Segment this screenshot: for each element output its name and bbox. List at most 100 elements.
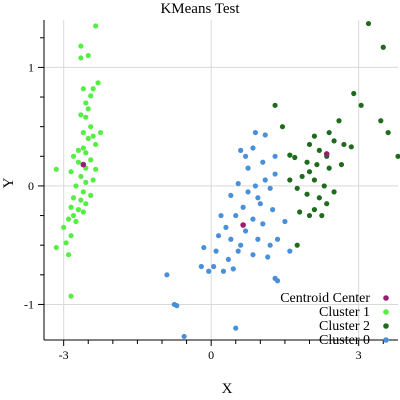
point-cluster-2 (279, 124, 286, 130)
x-tick-label: 0 (208, 348, 214, 362)
point-cluster-0 (255, 195, 261, 201)
point-cluster-1 (70, 212, 77, 219)
point-cluster-2 (378, 118, 384, 124)
point-cluster-1 (68, 293, 74, 299)
grid-lines (44, 20, 398, 340)
point-cluster-2 (311, 207, 318, 213)
point-cluster-1 (85, 135, 91, 142)
point-cluster-1 (88, 124, 94, 130)
point-cluster-0 (287, 248, 293, 254)
point-cluster-0 (242, 228, 249, 234)
point-cluster-1 (68, 233, 74, 239)
x-tick-label: 3 (356, 348, 362, 362)
point-cluster-2 (326, 129, 332, 136)
point-cluster-2 (324, 201, 330, 207)
chart-title: KMeans Test (160, 1, 240, 17)
point-cluster-0 (228, 236, 234, 242)
point-centroid-center (323, 151, 330, 157)
point-cluster-2 (287, 177, 293, 183)
point-cluster-1 (65, 252, 72, 258)
point-cluster-0 (223, 224, 229, 231)
legend-item-cluster-0: Cluster 0 (319, 333, 389, 348)
ticks: -3 0 3 -1 0 1 (24, 37, 384, 362)
point-cluster-0 (235, 248, 241, 254)
point-cluster-2 (326, 165, 332, 171)
point-cluster-2 (306, 169, 313, 175)
point-cluster-0 (181, 333, 187, 340)
point-cluster-1 (73, 183, 79, 189)
point-cluster-2 (311, 133, 318, 139)
x-tick-label: -3 (59, 348, 69, 362)
point-cluster-1 (78, 197, 84, 203)
legend-marker-cluster-1 (383, 309, 389, 315)
point-cluster-2 (395, 153, 400, 159)
point-cluster-0 (250, 216, 256, 222)
point-cluster-0 (257, 201, 263, 207)
legend-label-cluster-2: Cluster 2 (319, 319, 370, 334)
point-cluster-1 (75, 207, 82, 213)
point-cluster-2 (319, 212, 325, 219)
point-cluster-1 (53, 166, 59, 172)
point-cluster-1 (78, 112, 84, 118)
point-cluster-1 (53, 244, 59, 251)
point-cluster-0 (238, 242, 244, 248)
point-cluster-1 (80, 145, 86, 151)
point-cluster-1 (78, 43, 84, 49)
x-axis-label: X (222, 381, 233, 397)
point-cluster-0 (245, 165, 251, 171)
point-cluster-0 (270, 207, 276, 213)
point-cluster-1 (70, 153, 77, 159)
point-cluster-0 (282, 218, 288, 225)
point-cluster-1 (93, 141, 99, 148)
point-cluster-0 (198, 263, 204, 270)
point-cluster-2 (306, 141, 313, 148)
point-cluster-0 (213, 248, 219, 254)
point-cluster-2 (287, 152, 293, 158)
point-cluster-0 (211, 263, 217, 270)
point-cluster-1 (63, 240, 69, 246)
point-cluster-0 (250, 252, 256, 258)
point-cluster-0 (252, 129, 259, 136)
point-cluster-1 (80, 86, 86, 92)
point-cluster-2 (358, 102, 364, 108)
legend-label-cluster-0: Cluster 0 (319, 333, 370, 348)
point-cluster-2 (294, 185, 300, 191)
point-cluster-0 (215, 233, 222, 239)
point-cluster-1 (88, 192, 94, 199)
point-cluster-2 (304, 159, 310, 165)
y-tick-label: 0 (28, 179, 34, 193)
point-cluster-2 (304, 191, 310, 197)
point-cluster-0 (201, 244, 207, 251)
y-tick-label: -1 (24, 297, 34, 311)
point-cluster-1 (83, 150, 89, 156)
point-cluster-1 (83, 201, 89, 207)
point-cluster-1 (80, 209, 86, 215)
y-axis-label: Y (1, 177, 17, 188)
point-cluster-0 (252, 183, 259, 189)
point-cluster-1 (80, 129, 86, 136)
point-cluster-2 (294, 242, 300, 248)
point-cluster-0 (233, 212, 239, 219)
axes (43, 20, 398, 341)
legend-label-centroid-center: Centroid Center (280, 291, 370, 306)
point-cluster-2 (336, 118, 342, 124)
legend-marker-cluster-2 (383, 323, 389, 329)
legend-label-cluster-1: Cluster 1 (319, 305, 370, 320)
point-cluster-0 (240, 204, 246, 210)
point-cluster-0 (250, 145, 256, 151)
point-cluster-2 (380, 44, 386, 50)
point-cluster-0 (272, 171, 278, 177)
legend-item-centroid-center: Centroid Center (280, 291, 389, 306)
point-cluster-0 (218, 212, 224, 219)
point-cluster-0 (260, 159, 266, 165)
point-cluster-1 (80, 189, 86, 195)
point-cluster-1 (90, 177, 96, 183)
point-cluster-1 (90, 86, 96, 92)
point-cluster-2 (299, 173, 305, 180)
point-cluster-2 (311, 177, 318, 183)
point-cluster-1 (88, 93, 94, 99)
point-cluster-0 (262, 177, 268, 183)
point-cluster-0 (272, 153, 278, 159)
point-cluster-0 (267, 242, 273, 248)
point-cluster-2 (314, 161, 320, 168)
